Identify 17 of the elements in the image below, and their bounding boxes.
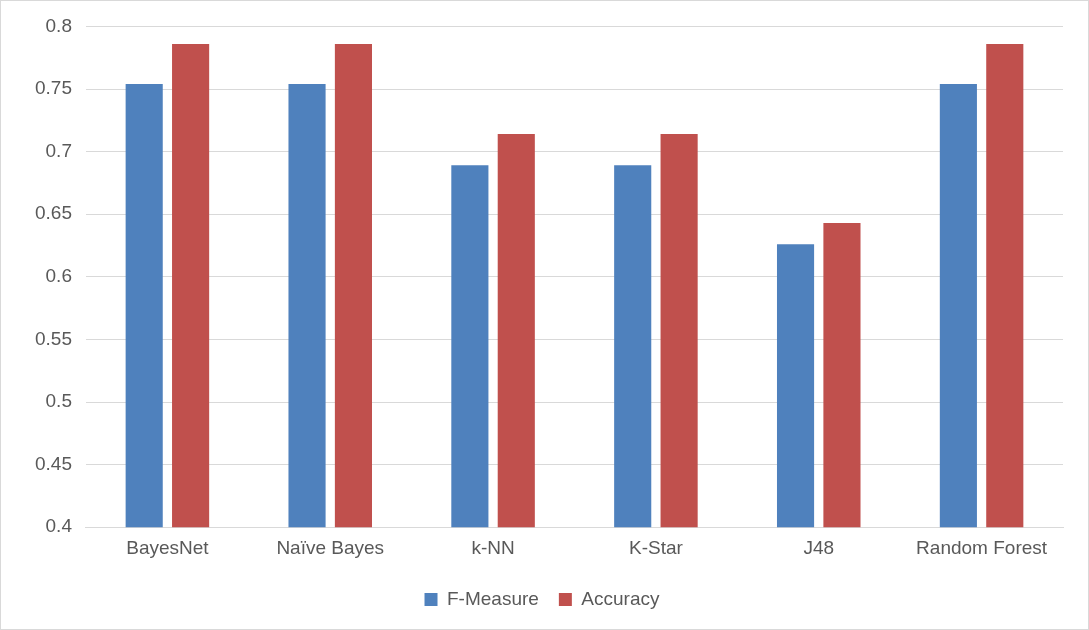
y-tick-label: 0.4 [45, 515, 73, 537]
x-tick-label: Naïve Bayes [276, 536, 385, 558]
x-tick-label: K-Star [628, 536, 684, 558]
y-tick-label: 0.45 [35, 452, 72, 474]
y-tick-label: 0.8 [45, 14, 72, 36]
x-tick-label: Random Forest [916, 536, 1048, 558]
y-tick-label: 0.6 [45, 265, 72, 287]
x-tick-label: BayesNet [126, 536, 210, 558]
y-tick-label: 0.75 [35, 77, 72, 99]
legend-label: Accuracy [581, 587, 660, 609]
y-tick-label: 0.7 [45, 139, 72, 161]
y-tick-label: 0.55 [35, 327, 72, 349]
y-tick-label: 0.65 [35, 202, 72, 224]
x-tick-label: k-NN [471, 536, 515, 558]
legend-label: F-Measure [447, 587, 539, 609]
y-tick-label: 0.5 [45, 390, 72, 412]
x-tick-label: J48 [803, 536, 835, 558]
